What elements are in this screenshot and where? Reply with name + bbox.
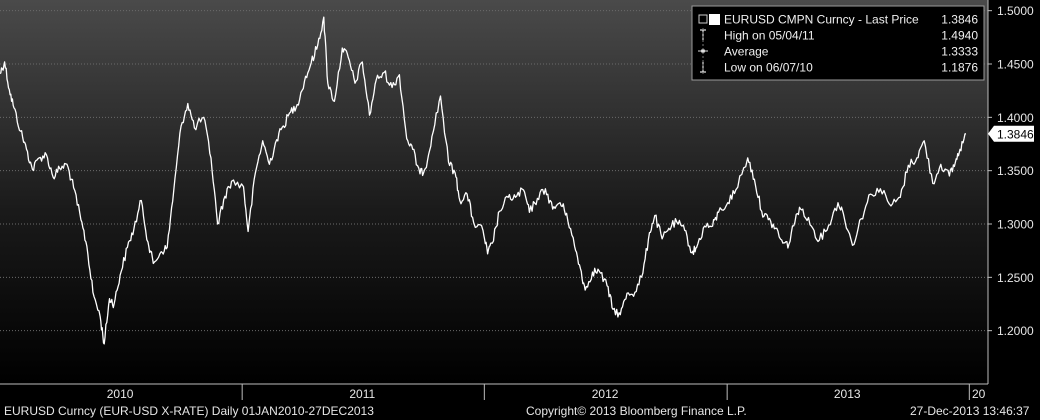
legend-swatch-icon [709, 14, 720, 25]
footer: EURUSD Curncy (EUR-USD X-RATE) Daily 01J… [0, 402, 1040, 420]
legend: EURUSD CMPN Curncy - Last Price 1.3846 Hig… [691, 5, 985, 81]
x-tick-label: 2012 [592, 387, 619, 400]
price-chart: 1.2000 1.2500 1.3000 1.3500 1.4000 1.4500 1.50… [0, 0, 1034, 401]
legend-value: 1.4940 [941, 29, 978, 43]
x-tick-label: 20 [972, 387, 986, 400]
y-tick-label: 1.3000 [997, 218, 1034, 232]
last-price-marker [988, 125, 1034, 142]
y-tick-label: 1.3500 [997, 164, 1034, 178]
y-axis: 1.2000 1.2500 1.3000 1.3500 1.4000 1.4500 1.50… [987, 0, 1034, 384]
series-line [0, 16, 967, 345]
y-tick-label: 1.2500 [997, 271, 1034, 285]
legend-label: Low on 06/07/10 [724, 61, 813, 75]
y-tick-label: 1.5000 [997, 4, 1034, 18]
y-tick-label: 1.4000 [997, 111, 1034, 125]
x-axis: 2010 2011 2012 2013 20 [0, 383, 988, 401]
legend-label: EURUSD CMPN Curncy - Last Price [724, 13, 919, 27]
x-tick-label: 2010 [107, 387, 134, 400]
legend-collapse-icon [698, 14, 708, 24]
legend-value: 1.3333 [941, 45, 978, 59]
average-dot-icon [701, 49, 705, 53]
legend-label: High on 05/04/11 [724, 29, 815, 43]
y-tick-label: 1.2000 [997, 324, 1034, 338]
last-price-label: 1.3846 [997, 127, 1034, 141]
legend-label: Average [724, 45, 769, 59]
legend-box [691, 5, 985, 81]
legend-value: 1.1876 [941, 61, 978, 75]
x-tick-label: 2013 [834, 387, 861, 400]
footer-copyright: Copyright© 2013 Bloomberg Finance L.P. [526, 404, 747, 418]
x-tick-label: 2011 [349, 387, 375, 400]
y-tick-label: 1.4500 [997, 58, 1034, 72]
footer-timestamp: 27-Dec-2013 13:46:37 [910, 404, 1030, 418]
series-layer [0, 16, 967, 345]
legend-value: 1.3846 [941, 13, 978, 27]
footer-security-info: EURUSD Curncy (EUR-USD X-RATE) Daily 01J… [4, 404, 374, 418]
